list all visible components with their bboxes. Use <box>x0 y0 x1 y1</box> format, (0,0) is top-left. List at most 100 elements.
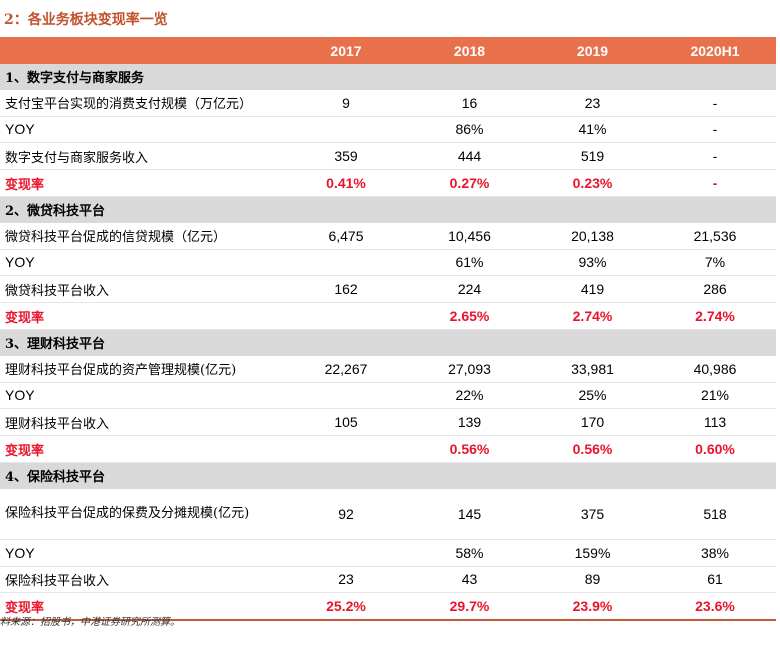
cell-value <box>284 382 408 410</box>
cell-value: 444 <box>408 142 531 171</box>
section-row: 2、微贷科技平台 <box>0 196 776 223</box>
cell-value: 58% <box>408 539 531 567</box>
cell-value: 0.60% <box>654 435 776 463</box>
table-title: 2：各业务板块变现率一览 <box>4 12 168 28</box>
cell-value <box>284 302 408 330</box>
row-label: 变现率 <box>0 169 284 197</box>
cell-value: 16 <box>408 89 531 117</box>
cell-value: 113 <box>654 408 776 437</box>
table-row: 理财科技平台促成的资产管理规模(亿元) 22,267 27,093 33,981… <box>0 355 776 383</box>
cell-value: 375 <box>531 488 654 540</box>
table-row-rate: 变现率 0.41% 0.27% 0.23% - <box>0 169 776 197</box>
header-cell-2017: 2017 <box>284 37 408 64</box>
cell-value: - <box>654 169 776 197</box>
table-row: 微贷科技平台收入 162 224 419 286 <box>0 275 776 304</box>
cell-value: 41% <box>531 116 654 144</box>
cell-value: 61% <box>408 249 531 277</box>
cell-value: 2.74% <box>531 302 654 330</box>
cell-value: 2.74% <box>654 302 776 330</box>
row-label: 保险科技平台促成的保费及分摊规模(亿元) <box>0 488 284 540</box>
cell-value: - <box>654 116 776 144</box>
row-label: 变现率 <box>0 302 284 330</box>
cell-value: 38% <box>654 539 776 567</box>
cell-value: 145 <box>408 488 531 540</box>
cell-value: 23 <box>531 89 654 117</box>
cell-value: 7% <box>654 249 776 277</box>
table-row: YOY 22% 25% 21% <box>0 382 776 410</box>
cell-value: 162 <box>284 275 408 304</box>
cell-value: 2.65% <box>408 302 531 330</box>
header-cell-label <box>0 37 284 64</box>
table-row: 理财科技平台收入 105 139 170 113 <box>0 408 776 437</box>
cell-value <box>284 116 408 144</box>
section-title: 4、保险科技平台 <box>0 462 776 489</box>
cell-value: 0.56% <box>531 435 654 463</box>
cell-value <box>284 539 408 567</box>
cell-value: 92 <box>284 488 408 540</box>
table-row: 保险科技平台促成的保费及分摊规模(亿元) 92 145 375 518 <box>0 488 776 540</box>
row-label: 保险科技平台收入 <box>0 566 284 594</box>
cell-value: 170 <box>531 408 654 437</box>
cell-value: 23 <box>284 566 408 594</box>
row-label: 变现率 <box>0 435 284 463</box>
cell-value: 43 <box>408 566 531 594</box>
cell-value: 40,986 <box>654 355 776 383</box>
cell-value: 27,093 <box>408 355 531 383</box>
row-label: YOY <box>0 116 284 144</box>
cell-value: 25% <box>531 382 654 410</box>
section-row: 3、理财科技平台 <box>0 329 776 356</box>
cell-value: 89 <box>531 566 654 594</box>
cell-value: 518 <box>654 488 776 540</box>
cell-value: - <box>654 89 776 117</box>
cell-value: 0.27% <box>408 169 531 197</box>
cell-value: 519 <box>531 142 654 171</box>
table-row: 数字支付与商家服务收入 359 444 519 - <box>0 142 776 171</box>
row-label: YOY <box>0 539 284 567</box>
cell-value: 224 <box>408 275 531 304</box>
row-label: 微贷科技平台收入 <box>0 275 284 304</box>
cell-value: 9 <box>284 89 408 117</box>
cell-value: 86% <box>408 116 531 144</box>
table-row: YOY 86% 41% - <box>0 116 776 144</box>
section-row: 1、数字支付与商家服务 <box>0 64 776 90</box>
section-title: 2、微贷科技平台 <box>0 196 776 223</box>
header-cell-2018: 2018 <box>408 37 531 64</box>
row-label: 理财科技平台促成的资产管理规模(亿元) <box>0 355 284 383</box>
header-row: 2017 2018 2019 2020H1 <box>0 37 776 64</box>
cell-value: 105 <box>284 408 408 437</box>
cell-value: - <box>654 142 776 171</box>
section-title: 3、理财科技平台 <box>0 329 776 356</box>
cell-value: 22% <box>408 382 531 410</box>
cell-value: 6,475 <box>284 222 408 250</box>
header-cell-2020h1: 2020H1 <box>654 37 776 64</box>
cell-value <box>284 435 408 463</box>
cell-value: 419 <box>531 275 654 304</box>
cell-value: 159% <box>531 539 654 567</box>
cell-value: 93% <box>531 249 654 277</box>
cell-value: 0.41% <box>284 169 408 197</box>
cell-value: 359 <box>284 142 408 171</box>
table-row: 微贷科技平台促成的信贷规模（亿元） 6,475 10,456 20,138 21… <box>0 222 776 250</box>
cell-value: 22,267 <box>284 355 408 383</box>
table-row: YOY 61% 93% 7% <box>0 249 776 277</box>
row-label: 支付宝平台实现的消费支付规模（万亿元） <box>0 89 284 117</box>
cell-value: 21% <box>654 382 776 410</box>
cell-value: 61 <box>654 566 776 594</box>
section-row: 4、保险科技平台 <box>0 462 776 489</box>
cell-value: 139 <box>408 408 531 437</box>
cell-value: 0.23% <box>531 169 654 197</box>
row-label: 变现率 <box>0 592 284 622</box>
table-row-rate: 变现率 25.2% 29.7% 23.9% 23.6% <box>0 592 776 622</box>
header-cell-2019: 2019 <box>531 37 654 64</box>
source-note: 料来源：招股书，中港证券研究所测算。 <box>0 617 180 628</box>
cell-value: 0.56% <box>408 435 531 463</box>
cell-value: 23.9% <box>531 592 654 622</box>
table-row: 支付宝平台实现的消费支付规模（万亿元） 9 16 23 - <box>0 89 776 117</box>
table-row-rate: 变现率 2.65% 2.74% 2.74% <box>0 302 776 330</box>
row-label: 微贷科技平台促成的信贷规模（亿元） <box>0 222 284 250</box>
cell-value: 20,138 <box>531 222 654 250</box>
cell-value: 33,981 <box>531 355 654 383</box>
row-label: 数字支付与商家服务收入 <box>0 142 284 171</box>
cell-value: 21,536 <box>654 222 776 250</box>
cell-value: 10,456 <box>408 222 531 250</box>
